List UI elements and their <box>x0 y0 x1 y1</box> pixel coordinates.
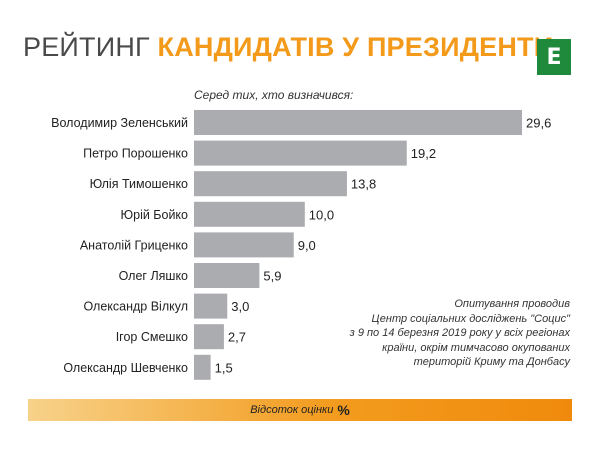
footer-unit: % <box>337 402 350 418</box>
note-line: територій Криму та Донбасу <box>413 356 570 368</box>
category-label: Юрій Бойко <box>120 208 188 222</box>
category-label: Юлія Тимошенко <box>90 177 188 191</box>
value-label: 2,7 <box>228 330 246 345</box>
bar <box>194 354 211 380</box>
note-line: Центр соціальних досліджень "Социс" <box>371 312 570 325</box>
value-label: 3,0 <box>231 299 249 314</box>
chart-subtitle: Серед тих, хто визначився: <box>194 88 354 102</box>
value-label: 13,8 <box>351 177 376 192</box>
logo-e-icon: E <box>537 39 571 75</box>
footer-bar: Відсоток оцінки % <box>28 399 572 421</box>
chart-title: РЕЙТИНГ КАНДИДАТІВ У ПРЕЗИДЕНТИ <box>23 30 553 64</box>
category-label: Олег Ляшко <box>119 269 188 283</box>
category-label: Володимир Зеленський <box>51 116 188 130</box>
source-note: Опитування проводив Центр соціальних дос… <box>310 297 570 370</box>
category-label: Ігор Смешко <box>116 330 188 344</box>
bar <box>194 171 347 197</box>
title-bold: КАНДИДАТІВ У ПРЕЗИДЕНТИ <box>157 32 554 62</box>
bar <box>194 201 305 227</box>
value-label: 1,5 <box>215 360 233 375</box>
bar <box>194 324 224 350</box>
value-label: 9,0 <box>298 238 316 253</box>
note-line: країни, окрім тимчасово окупованих <box>382 341 570 354</box>
bar <box>194 263 260 288</box>
title-light: РЕЙТИНГ <box>23 32 150 62</box>
note-line: з 9 по 14 березня 2019 року у всіх регіо… <box>349 327 570 339</box>
bar <box>194 140 407 166</box>
bar <box>194 110 522 135</box>
value-label: 5,9 <box>263 269 281 284</box>
bar <box>194 232 294 258</box>
category-label: Олександр Шевченко <box>63 361 188 375</box>
category-label: Петро Порошенко <box>83 147 188 161</box>
value-label: 10,0 <box>309 207 334 222</box>
category-label: Олександр Вілкул <box>83 300 188 314</box>
footer-text: Відсоток оцінки <box>250 404 334 416</box>
value-label: 29,6 <box>526 116 551 131</box>
note-line: Опитування проводив <box>454 298 570 310</box>
bar <box>194 293 228 319</box>
value-label: 19,2 <box>411 146 436 161</box>
category-label: Анатолій Гриценко <box>80 238 188 252</box>
